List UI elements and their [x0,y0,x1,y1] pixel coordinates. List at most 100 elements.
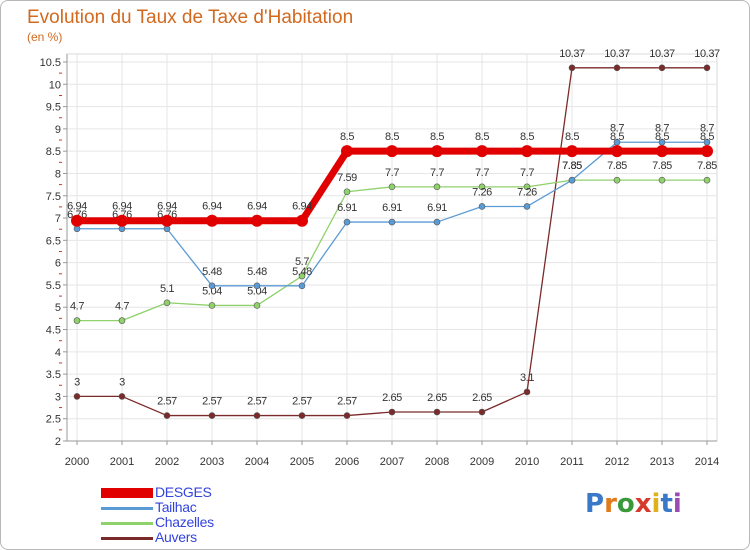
data-label-chazelles: 4.7 [70,301,84,313]
data-label-tailhac: 5.48 [202,266,222,278]
legend-swatch-desges [101,488,153,498]
x-tick-label: 2003 [200,456,224,468]
data-point-auvers [523,388,531,396]
data-point-chazelles [73,317,81,324]
x-tick-label: 2014 [695,456,719,468]
data-point-auvers [118,393,126,400]
logo-letter: i [651,489,661,519]
data-label-chazelles: 5.04 [247,285,267,297]
data-label-auvers: 3.1 [520,372,534,384]
legend-swatch-auvers [101,537,153,540]
data-point-desges [71,214,83,227]
legend-label-auvers: Auvers [155,529,197,545]
data-point-tailhac [568,176,576,184]
data-point-auvers [433,408,441,416]
data-label-auvers: 10.37 [604,48,630,60]
data-label-auvers: 3 [74,376,80,388]
data-label-tailhac: 8.7 [610,122,624,134]
data-point-auvers [478,408,486,416]
y-tick-label: 2 [55,436,61,448]
data-point-chazelles [298,272,306,280]
data-label-desges: 6.94 [67,201,87,213]
chart-title: Evolution du Taux de Taxe d'Habitation [27,7,354,28]
data-point-chazelles [388,183,396,191]
data-label-desges: 8.5 [655,131,669,143]
data-label-tailhac: 7.85 [562,160,582,172]
data-point-desges [206,214,218,227]
data-label-desges: 8.5 [520,131,534,143]
data-label-chazelles: 7.7 [385,167,399,179]
y-tick-label: 7 [55,213,61,225]
data-label-desges: 6.94 [247,201,267,213]
data-point-tailhac [478,203,486,210]
data-point-auvers [658,64,666,72]
data-point-desges [611,145,623,158]
data-point-auvers [298,412,306,419]
data-label-chazelles: 7.85 [652,160,672,172]
data-point-desges [476,145,488,158]
logo-letter: x [634,489,652,519]
x-tick-label: 2007 [380,456,404,468]
x-tick-label: 2006 [335,456,359,468]
data-point-tailhac [298,282,306,290]
legend-label-chazelles: Chazelles [155,514,214,530]
data-point-auvers [253,412,261,419]
legend-item-auvers: Auvers [101,529,301,546]
data-label-desges: 6.94 [112,201,132,213]
data-label-tailhac: 8.7 [700,122,714,134]
data-point-auvers [568,64,576,72]
data-point-desges [386,145,398,158]
data-point-desges [161,214,173,227]
data-label-chazelles: 7.85 [697,160,717,172]
y-tick-label: 10.5 [40,57,61,69]
data-point-tailhac [343,218,351,226]
y-tick-label: 3.5 [46,369,61,381]
x-tick-label: 2009 [470,456,494,468]
x-tick-label: 2012 [605,456,629,468]
data-label-auvers: 2.57 [202,396,222,408]
y-tick-label: 4.5 [46,325,61,337]
data-point-tailhac [253,282,261,290]
data-label-desges: 8.5 [475,131,489,143]
data-point-desges [251,214,263,227]
data-label-chazelles: 5.04 [202,285,222,297]
data-label-desges: 8.5 [610,131,624,143]
data-point-tailhac [523,203,531,210]
data-point-auvers [343,412,351,419]
legend-label-tailhac: Tailhac [155,499,197,515]
data-label-auvers: 2.65 [472,392,492,404]
data-label-auvers: 2.65 [382,392,402,404]
data-label-auvers: 2.65 [427,392,447,404]
logo-letter: P [585,489,605,519]
data-label-tailhac: 5.48 [292,266,312,278]
data-label-tailhac: 8.7 [655,122,669,134]
data-label-auvers: 10.37 [649,48,675,60]
data-label-desges: 8.5 [565,131,579,143]
data-point-chazelles [208,302,216,309]
data-label-auvers: 3 [119,376,125,388]
data-label-chazelles: 4.7 [115,301,129,313]
data-point-tailhac [388,218,396,226]
data-point-auvers [703,64,711,72]
data-label-desges: 8.5 [700,131,714,143]
data-point-desges [296,214,308,227]
x-tick-label: 2010 [515,456,539,468]
data-point-chazelles [523,183,531,191]
y-tick-label: 10 [49,79,61,91]
data-point-desges [116,214,128,227]
data-label-desges: 6.94 [157,201,177,213]
data-label-tailhac: 7.26 [517,186,537,198]
x-tick-label: 2005 [290,456,314,468]
data-point-tailhac [433,218,441,226]
data-label-chazelles: 5.1 [160,283,174,295]
x-tick-label: 2000 [65,456,89,468]
data-point-tailhac [208,282,216,290]
logo-letter: r [604,489,617,519]
x-tick-label: 2004 [245,456,269,468]
data-point-chazelles [613,176,621,184]
data-point-chazelles [703,176,711,184]
data-point-chazelles [433,183,441,191]
y-tick-label: 7.5 [46,191,61,203]
legend-item-desges: DESGES [101,484,301,501]
data-point-desges [521,145,533,158]
